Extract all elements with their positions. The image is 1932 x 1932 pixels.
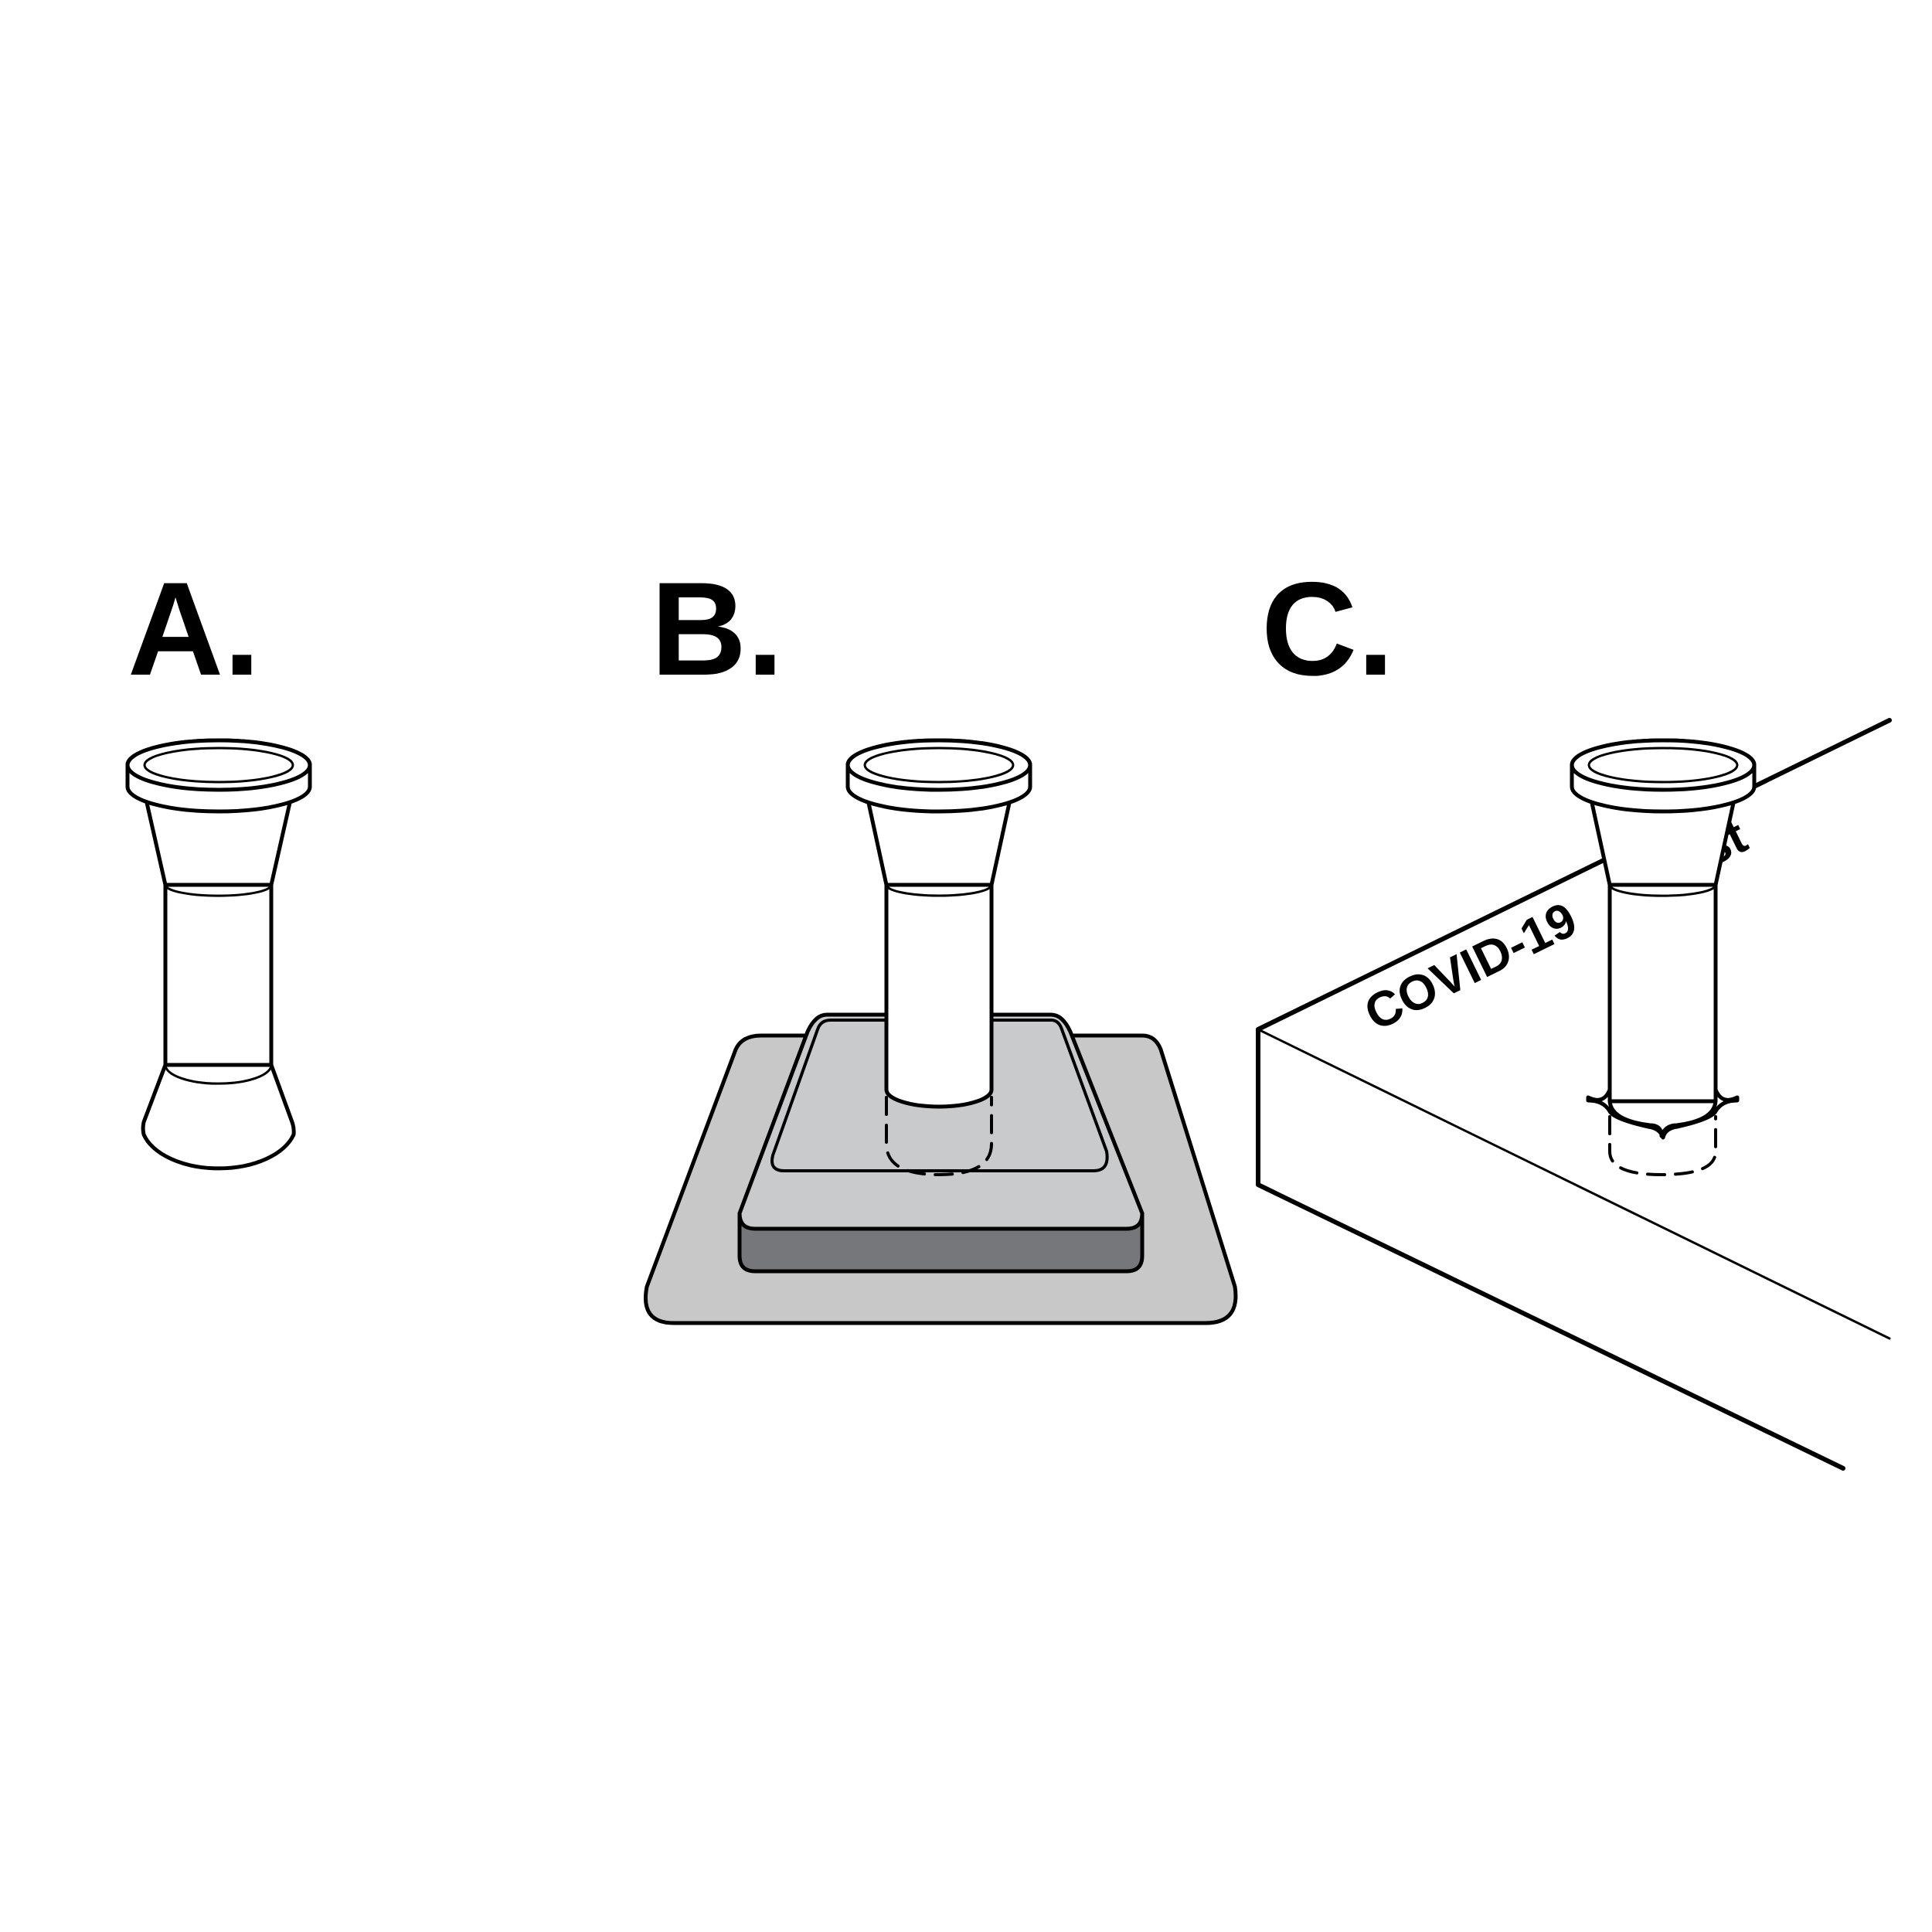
panel-b-stand xyxy=(644,1012,1238,1325)
panel-label-a: A. xyxy=(128,555,260,703)
panel-label-c: C. xyxy=(1261,555,1394,703)
panel-label-b: B. xyxy=(651,555,784,703)
tube-shaft xyxy=(163,883,274,1067)
box-front-edge xyxy=(1257,1028,1891,1340)
tube-base xyxy=(141,1063,296,1171)
panel-b-tube xyxy=(848,740,1030,1109)
panel-c-box: COVID-19 e Test xyxy=(1256,718,1892,1471)
box-slot xyxy=(1586,1087,1740,1140)
tube-hidden-part-c xyxy=(1608,1115,1717,1176)
box-top-edge xyxy=(1256,718,1892,1471)
panel-a-tube xyxy=(128,740,310,1171)
tube-hidden-part xyxy=(885,1096,993,1176)
panel-c-tube xyxy=(1572,740,1754,1176)
